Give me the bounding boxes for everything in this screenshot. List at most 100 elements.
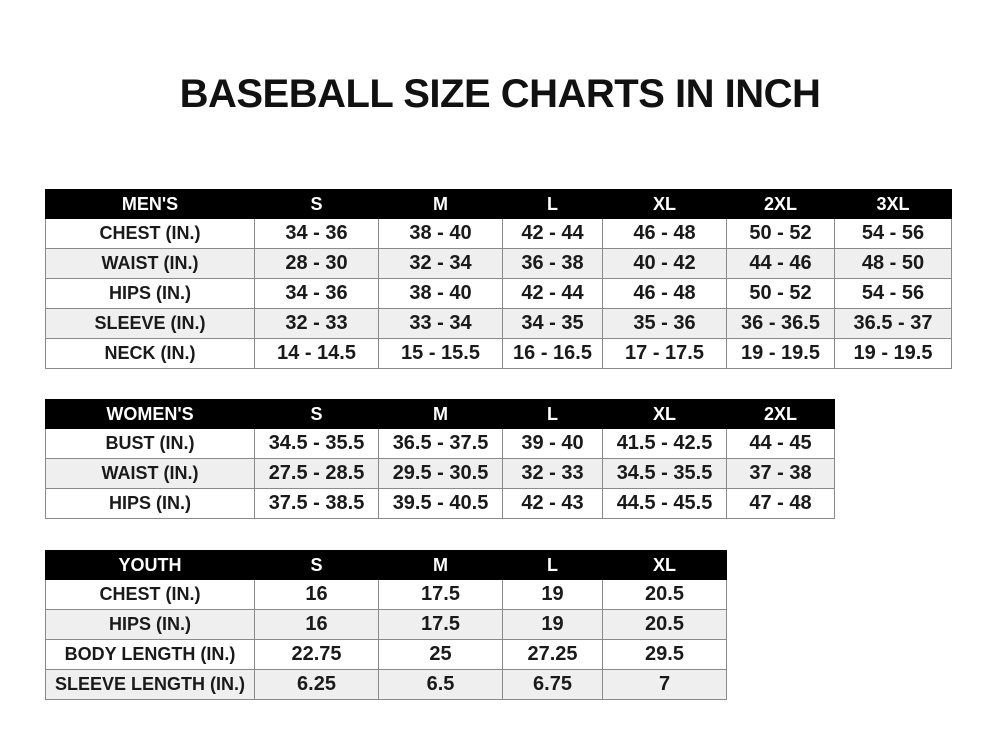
- measurement-label: NECK (IN.): [45, 338, 255, 369]
- size-header: S: [254, 550, 379, 580]
- size-header: XL: [602, 399, 727, 429]
- size-value: 36 - 36.5: [726, 308, 835, 339]
- size-value: 47 - 48: [726, 488, 835, 519]
- category-header: YOUTH: [45, 550, 255, 580]
- table-row: CHEST (IN.) 16 17.5 19 20.5: [45, 579, 727, 610]
- size-header: M: [378, 550, 503, 580]
- table-row: WAIST (IN.) 27.5 - 28.5 29.5 - 30.5 32 - 33…: [45, 458, 835, 489]
- measurement-label: SLEEVE (IN.): [45, 308, 255, 339]
- size-header: L: [502, 189, 603, 219]
- size-value: 37.5 - 38.5: [254, 488, 379, 519]
- size-header: XL: [602, 189, 727, 219]
- size-value: 17.5: [378, 579, 503, 610]
- table-row: SLEEVE (IN.) 32 - 33 33 - 34 34 - 35 35 - 36…: [45, 308, 952, 339]
- mens-size-table: MEN'S S M L XL 2XL 3XL CHEST (IN.) 34 - 36 38 - 4…: [45, 189, 952, 369]
- size-value: 32 - 34: [378, 248, 503, 279]
- measurement-label: SLEEVE LENGTH (IN.): [45, 669, 255, 700]
- size-value: 6.25: [254, 669, 379, 700]
- youth-size-table: YOUTH S M L XL CHEST (IN.) 16 17.5 19 20.5 HIPS (I…: [45, 550, 727, 700]
- table-row: WAIST (IN.) 28 - 30 32 - 34 36 - 38 40 - 42 4…: [45, 248, 952, 279]
- size-value: 50 - 52: [726, 278, 835, 309]
- size-value: 14 - 14.5: [254, 338, 379, 369]
- header-row: MEN'S S M L XL 2XL 3XL: [45, 189, 952, 219]
- measurement-label: WAIST (IN.): [45, 248, 255, 279]
- size-value: 19: [502, 579, 603, 610]
- measurement-label: WAIST (IN.): [45, 458, 255, 489]
- size-value: 34 - 36: [254, 218, 379, 249]
- measurement-label: HIPS (IN.): [45, 488, 255, 519]
- size-value: 46 - 48: [602, 278, 727, 309]
- size-header: M: [378, 189, 503, 219]
- size-value: 38 - 40: [378, 278, 503, 309]
- size-header: S: [254, 189, 379, 219]
- page-title: BASEBALL SIZE CHARTS IN INCH: [179, 72, 821, 116]
- size-value: 42 - 44: [502, 218, 603, 249]
- size-value: 17.5: [378, 609, 503, 640]
- size-value: 16 - 16.5: [502, 338, 603, 369]
- size-value: 7: [602, 669, 727, 700]
- size-value: 33 - 34: [378, 308, 503, 339]
- measurement-label: HIPS (IN.): [45, 278, 255, 309]
- measurement-label: BODY LENGTH (IN.): [45, 639, 255, 670]
- size-value: 22.75: [254, 639, 379, 670]
- size-value: 19: [502, 609, 603, 640]
- size-header: 3XL: [834, 189, 952, 219]
- size-value: 15 - 15.5: [378, 338, 503, 369]
- size-value: 20.5: [602, 609, 727, 640]
- size-header: L: [502, 399, 603, 429]
- header-row: WOMEN'S S M L XL 2XL: [45, 399, 835, 429]
- measurement-label: CHEST (IN.): [45, 579, 255, 610]
- table-row: BODY LENGTH (IN.) 22.75 25 27.25 29.5: [45, 639, 727, 670]
- size-header: 2XL: [726, 399, 835, 429]
- size-value: 29.5: [602, 639, 727, 670]
- size-value: 44 - 45: [726, 428, 835, 459]
- table-row: NECK (IN.) 14 - 14.5 15 - 15.5 16 - 16.5 17 …: [45, 338, 952, 369]
- size-value: 34 - 35: [502, 308, 603, 339]
- table-row: CHEST (IN.) 34 - 36 38 - 40 42 - 44 46 - 48 5…: [45, 218, 952, 249]
- size-value: 41.5 - 42.5: [602, 428, 727, 459]
- category-header: MEN'S: [45, 189, 255, 219]
- table-row: HIPS (IN.) 16 17.5 19 20.5: [45, 609, 727, 640]
- size-value: 28 - 30: [254, 248, 379, 279]
- size-value: 40 - 42: [602, 248, 727, 279]
- size-value: 42 - 43: [502, 488, 603, 519]
- size-value: 44.5 - 45.5: [602, 488, 727, 519]
- size-value: 16: [254, 579, 379, 610]
- size-header: M: [378, 399, 503, 429]
- size-value: 48 - 50: [834, 248, 952, 279]
- size-value: 19 - 19.5: [726, 338, 835, 369]
- size-value: 46 - 48: [602, 218, 727, 249]
- category-header: WOMEN'S: [45, 399, 255, 429]
- table-row: HIPS (IN.) 37.5 - 38.5 39.5 - 40.5 42 - 43 4…: [45, 488, 835, 519]
- size-value: 39 - 40: [502, 428, 603, 459]
- size-value: 35 - 36: [602, 308, 727, 339]
- size-value: 17 - 17.5: [602, 338, 727, 369]
- size-value: 19 - 19.5: [834, 338, 952, 369]
- size-value: 36.5 - 37: [834, 308, 952, 339]
- size-value: 34.5 - 35.5: [254, 428, 379, 459]
- size-header: XL: [602, 550, 727, 580]
- size-value: 34.5 - 35.5: [602, 458, 727, 489]
- size-value: 6.5: [378, 669, 503, 700]
- size-value: 36.5 - 37.5: [378, 428, 503, 459]
- size-header: 2XL: [726, 189, 835, 219]
- size-value: 6.75: [502, 669, 603, 700]
- size-value: 27.25: [502, 639, 603, 670]
- size-value: 32 - 33: [254, 308, 379, 339]
- size-value: 42 - 44: [502, 278, 603, 309]
- measurement-label: CHEST (IN.): [45, 218, 255, 249]
- size-value: 54 - 56: [834, 278, 952, 309]
- size-value: 25: [378, 639, 503, 670]
- measurement-label: BUST (IN.): [45, 428, 255, 459]
- size-value: 39.5 - 40.5: [378, 488, 503, 519]
- header-row: YOUTH S M L XL: [45, 550, 727, 580]
- size-value: 37 - 38: [726, 458, 835, 489]
- table-row: HIPS (IN.) 34 - 36 38 - 40 42 - 44 46 - 48 50…: [45, 278, 952, 309]
- size-value: 34 - 36: [254, 278, 379, 309]
- table-row: BUST (IN.) 34.5 - 35.5 36.5 - 37.5 39 - 40 4…: [45, 428, 835, 459]
- size-value: 16: [254, 609, 379, 640]
- size-value: 20.5: [602, 579, 727, 610]
- womens-size-table: WOMEN'S S M L XL 2XL BUST (IN.) 34.5 - 35.5 36.5…: [45, 399, 835, 519]
- size-value: 44 - 46: [726, 248, 835, 279]
- size-value: 29.5 - 30.5: [378, 458, 503, 489]
